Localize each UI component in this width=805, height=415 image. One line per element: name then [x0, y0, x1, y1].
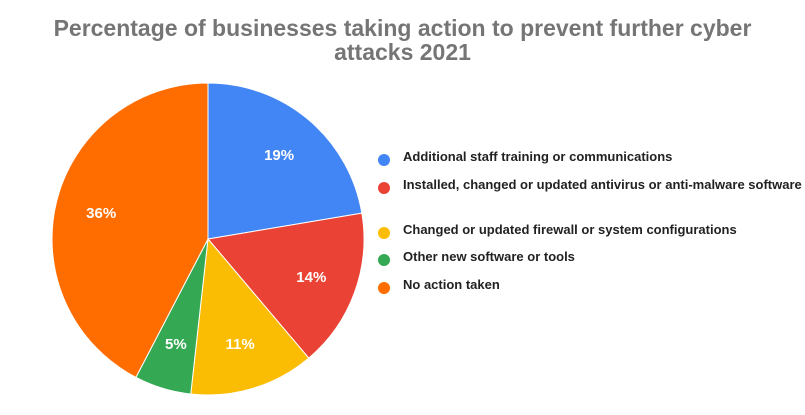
- pie-slice-staff-training: [207, 82, 363, 240]
- legend-swatch: [378, 182, 390, 194]
- chart-title-line-2: attacks 2021: [334, 39, 471, 65]
- pie-slice-no-action: [51, 82, 209, 379]
- legend-label: Installed, changed or updated antivirus …: [403, 177, 802, 192]
- legend-swatch: [378, 282, 390, 294]
- legend-swatch: [378, 154, 390, 166]
- legend-label: No action taken: [403, 277, 500, 292]
- legend-label: Changed or updated firewall or system co…: [403, 222, 737, 237]
- pie-slice-label-firewall: 11%: [225, 336, 254, 353]
- pie-slice-label-staff-training: 19%: [264, 147, 294, 164]
- chart-title: Percentage of businesses taking action t…: [0, 16, 805, 64]
- pie-slice-label-no-action: 36%: [86, 205, 116, 222]
- legend-label: Additional staff training or communicati…: [403, 149, 673, 164]
- legend-swatch: [378, 254, 390, 266]
- pie-slice-firewall: [190, 237, 310, 396]
- pie-slice-antivirus: [207, 212, 365, 359]
- pie-slice-label-antivirus: 14%: [296, 269, 326, 286]
- legend-label: Other new software or tools: [403, 249, 575, 264]
- pie-slice-label-other-software: 5%: [165, 336, 187, 353]
- legend-swatch: [378, 227, 390, 239]
- chart-title-line-1: Percentage of businesses taking action t…: [53, 15, 752, 41]
